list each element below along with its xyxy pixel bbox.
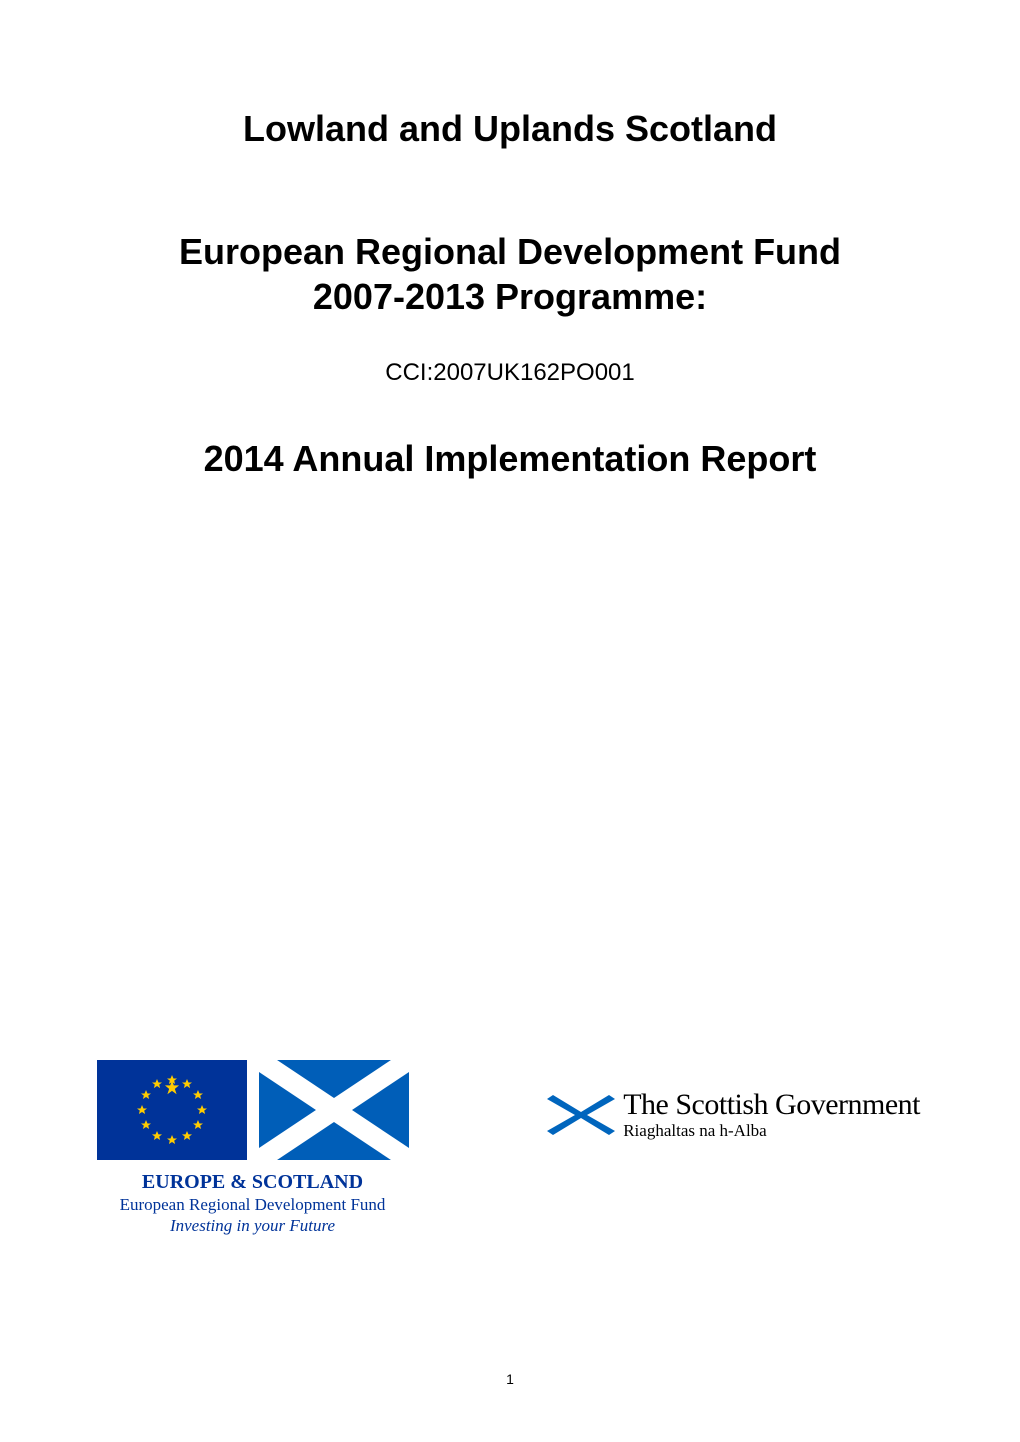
cci-code: CCI:2007UK162PO001 — [120, 359, 900, 387]
programme-title-line2: 2007-2013 Programme: — [313, 276, 707, 317]
scottish-gov-logo: The Scottish Government Riaghaltas na h-… — [547, 1090, 920, 1139]
logos-row: EUROPE & SCOTLAND European Regional Deve… — [90, 1060, 920, 1237]
page-number: 1 — [0, 1371, 1020, 1387]
region-title: Lowland and Uplands Scotland — [120, 108, 900, 149]
scottish-gov-text: The Scottish Government Riaghaltas na h-… — [623, 1090, 920, 1139]
logo-left-line2: European Regional Development Fund — [90, 1194, 415, 1215]
programme-title: European Regional Development Fund 2007-… — [120, 229, 900, 319]
saltire-icon — [547, 1095, 615, 1135]
programme-title-line1: European Regional Development Fund — [179, 231, 841, 272]
scotland-flag-icon — [259, 1060, 409, 1160]
document-page: Lowland and Uplands Scotland European Re… — [0, 0, 1020, 1442]
flags-container — [90, 1060, 415, 1160]
logo-left-line3: Investing in your Future — [90, 1215, 415, 1236]
report-title: 2014 Annual Implementation Report — [120, 437, 900, 480]
europe-scotland-logo: EUROPE & SCOTLAND European Regional Deve… — [90, 1060, 415, 1237]
scottish-gov-line2: Riaghaltas na h-Alba — [623, 1122, 920, 1139]
logo-left-line1: EUROPE & SCOTLAND — [90, 1170, 415, 1194]
eu-flag-icon — [97, 1060, 247, 1160]
scottish-gov-line1: The Scottish Government — [623, 1090, 920, 1120]
